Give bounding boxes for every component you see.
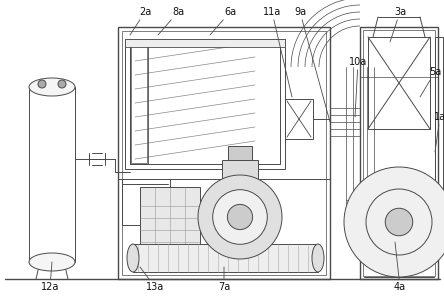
- Text: 1a: 1a: [434, 112, 444, 152]
- Bar: [363, 30, 435, 276]
- Bar: [285, 99, 313, 139]
- Text: 5a: 5a: [420, 67, 441, 97]
- Circle shape: [38, 80, 46, 88]
- Circle shape: [213, 190, 267, 244]
- Circle shape: [227, 204, 253, 230]
- Text: 13a: 13a: [140, 267, 164, 292]
- Bar: [130, 44, 148, 164]
- Bar: [222, 160, 258, 180]
- Circle shape: [198, 175, 282, 259]
- Bar: [133, 244, 318, 272]
- Text: 7a: 7a: [218, 267, 230, 292]
- Bar: [228, 146, 252, 160]
- Text: 6a: 6a: [210, 7, 236, 35]
- Text: 12a: 12a: [41, 262, 59, 292]
- Ellipse shape: [29, 78, 75, 96]
- Ellipse shape: [29, 253, 75, 271]
- Bar: [130, 44, 280, 164]
- Bar: [125, 39, 285, 47]
- Circle shape: [385, 208, 413, 236]
- Text: 11a: 11a: [263, 7, 292, 97]
- Circle shape: [58, 80, 66, 88]
- Text: 4a: 4a: [394, 242, 406, 292]
- Bar: [122, 31, 326, 275]
- Bar: [118, 27, 330, 279]
- Bar: [29, 87, 75, 262]
- Text: 8a: 8a: [158, 7, 184, 35]
- Bar: [435, 37, 443, 199]
- Text: 10a: 10a: [349, 57, 367, 117]
- Bar: [368, 37, 430, 129]
- Text: 9a: 9a: [294, 7, 330, 122]
- Bar: [131, 45, 147, 163]
- Ellipse shape: [127, 244, 139, 272]
- Bar: [125, 39, 285, 169]
- Bar: [360, 27, 438, 279]
- Text: 2a: 2a: [130, 7, 151, 35]
- Bar: [140, 187, 200, 262]
- Text: 3a: 3a: [390, 7, 406, 42]
- Circle shape: [344, 167, 444, 277]
- Ellipse shape: [312, 244, 324, 272]
